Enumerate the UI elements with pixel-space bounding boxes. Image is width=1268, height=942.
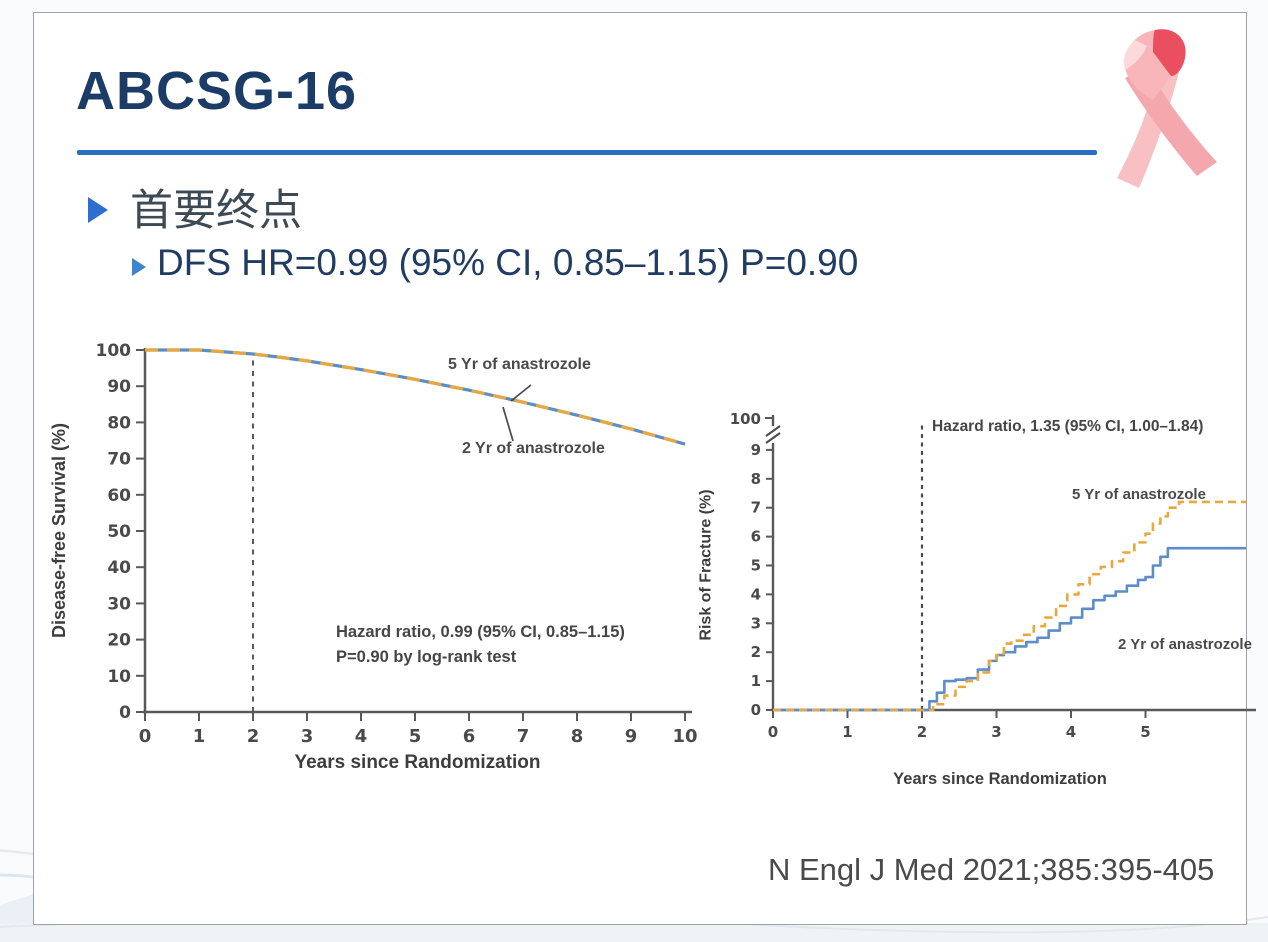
svg-text:2: 2 — [917, 723, 927, 741]
dfs-x-axis-label: Years since Randomization — [294, 752, 541, 773]
svg-text:3: 3 — [301, 726, 314, 747]
svg-text:8: 8 — [751, 470, 761, 488]
dfs-annotation-line1: Hazard ratio, 0.99 (95% CI, 0.85–1.15) — [336, 623, 625, 641]
fracture-y-axis-label: Risk of Fracture (%) — [698, 489, 716, 641]
svg-text:5: 5 — [1140, 723, 1150, 741]
svg-text:2: 2 — [247, 726, 260, 747]
svg-text:6: 6 — [463, 726, 476, 747]
svg-text:9: 9 — [625, 726, 638, 747]
dfs-chart-svg: 0 10 20 30 40 50 60 70 80 90 100 0 1 2 3 4 5 6 7 8 9 10 — [96, 341, 698, 747]
svg-text:100: 100 — [730, 410, 761, 428]
svg-text:50: 50 — [107, 522, 131, 542]
fracture-x-axis-label: Years since Randomization — [893, 770, 1107, 788]
bullet-dfs-result: DFS HR=0.99 (95% CI, 0.85–1.15) P=0.90 — [157, 242, 859, 283]
title-divider-rule — [77, 150, 1097, 155]
svg-text:5: 5 — [751, 557, 761, 575]
svg-text:2: 2 — [751, 643, 761, 661]
svg-text:70: 70 — [107, 450, 131, 470]
svg-text:40: 40 — [107, 558, 131, 578]
svg-text:0: 0 — [768, 723, 778, 741]
svg-text:30: 30 — [107, 594, 131, 614]
svg-text:100: 100 — [96, 341, 132, 361]
sub-bullet-marker-icon — [132, 258, 146, 276]
svg-text:4: 4 — [751, 585, 761, 603]
svg-text:20: 20 — [107, 631, 131, 651]
svg-text:5: 5 — [409, 726, 422, 747]
dfs-hazard-ratio-annotation: Hazard ratio, 0.99 (95% CI, 0.85–1.15) P… — [336, 620, 625, 670]
pink-ribbon-icon — [1117, 29, 1217, 188]
svg-text:0: 0 — [751, 701, 761, 719]
slide-title: ABCSG-16 — [76, 61, 358, 121]
svg-text:0: 0 — [139, 726, 152, 747]
svg-text:3: 3 — [751, 614, 761, 632]
bullet-marker-icon — [88, 197, 108, 223]
fracture-hazard-ratio-annotation: Hazard ratio, 1.35 (95% CI, 1.00–1.84) — [932, 418, 1204, 435]
slide-canvas — [33, 12, 1247, 925]
svg-text:60: 60 — [107, 486, 131, 506]
svg-text:1: 1 — [751, 672, 761, 690]
svg-text:4: 4 — [355, 726, 368, 747]
svg-text:9: 9 — [751, 441, 761, 459]
dfs-annotation-line2: P=0.90 by log-rank test — [336, 647, 517, 666]
bullet-primary-endpoint: 首要终点 — [130, 187, 302, 235]
svg-text:10: 10 — [672, 726, 697, 747]
svg-text:7: 7 — [517, 726, 530, 747]
svg-text:4: 4 — [1066, 723, 1076, 741]
svg-text:1: 1 — [193, 726, 206, 747]
dfs-series-label-5yr: 5 Yr of anastrozole — [448, 356, 591, 373]
dfs-series-label-2yr: 2 Yr of anastrozole — [462, 440, 605, 457]
svg-text:8: 8 — [571, 726, 584, 747]
svg-text:7: 7 — [751, 499, 761, 517]
svg-text:80: 80 — [107, 413, 131, 433]
svg-text:1: 1 — [842, 723, 852, 741]
dfs-y-axis-label: Disease-free Survival (%) — [49, 422, 70, 638]
svg-text:10: 10 — [107, 667, 131, 687]
journal-citation: N Engl J Med 2021;385:395-405 — [768, 852, 1215, 887]
fracture-series-label-2yr: 2 Yr of anastrozole — [1118, 636, 1252, 653]
svg-text:3: 3 — [991, 723, 1001, 741]
fracture-series-label-5yr: 5 Yr of anastrozole — [1072, 486, 1206, 503]
svg-text:0: 0 — [119, 703, 131, 723]
svg-text:6: 6 — [751, 528, 761, 546]
fracture-chart-svg: 100 0 1 2 3 4 5 6 7 8 9 0 1 2 3 4 5 — [730, 410, 1256, 741]
svg-text:90: 90 — [107, 377, 131, 397]
